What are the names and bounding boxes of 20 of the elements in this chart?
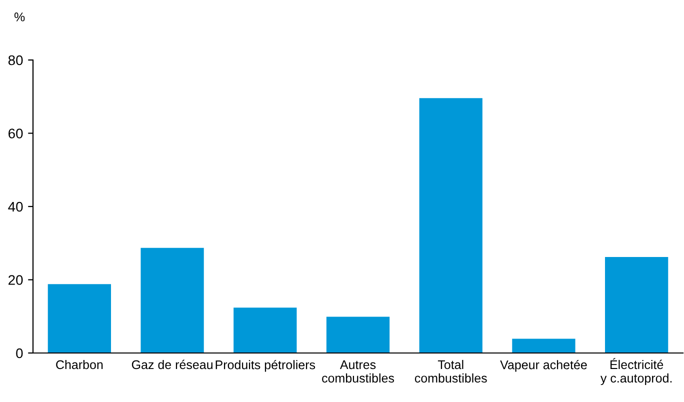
bar bbox=[234, 308, 297, 353]
bar bbox=[419, 98, 482, 353]
x-tick-label: Total combustibles bbox=[414, 360, 487, 383]
x-tick-label: Autres combustibles bbox=[322, 360, 394, 383]
bar bbox=[140, 248, 204, 353]
bar bbox=[326, 316, 390, 353]
bar bbox=[605, 257, 668, 353]
y-tick-label: 20 bbox=[8, 275, 23, 285]
x-tick-label: Électricité y c.autoprod. bbox=[600, 358, 672, 386]
bar bbox=[512, 338, 576, 353]
y-tick-label: 0 bbox=[16, 348, 23, 358]
bar bbox=[48, 284, 111, 353]
y-axis-title: % bbox=[14, 12, 25, 22]
y-tick-label: 60 bbox=[8, 128, 23, 138]
y-tick-label: 40 bbox=[8, 202, 23, 212]
y-tick-label: 80 bbox=[8, 55, 23, 66]
x-tick-label: Charbon bbox=[56, 360, 103, 370]
x-tick-label: Produits pétroliers bbox=[216, 360, 316, 372]
x-tick-label: Vapeur achetée bbox=[500, 360, 587, 372]
x-tick-label: Gaz de réseau bbox=[132, 360, 212, 370]
